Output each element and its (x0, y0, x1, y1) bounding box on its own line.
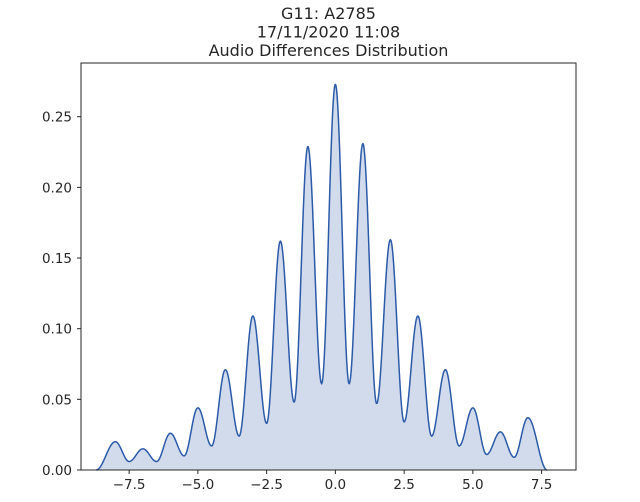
x-tick-label: 7.5 (531, 477, 552, 493)
y-tick-label: 0.05 (42, 392, 72, 408)
x-tick-label: 2.5 (393, 477, 414, 493)
x-tick-label: −5.0 (181, 477, 214, 493)
y-tick-label: 0.25 (42, 110, 72, 126)
y-tick-label: 0.15 (42, 251, 72, 267)
density-fill-area (96, 84, 548, 470)
x-tick-label: −2.5 (250, 477, 283, 493)
density-curve-line (96, 83, 548, 471)
title-line-1: G11: A2785 (281, 4, 376, 23)
y-tick-label: 0.00 (42, 463, 72, 479)
title-line-3: Audio Differences Distribution (209, 41, 449, 60)
x-tick-label: 5.0 (462, 477, 483, 493)
x-tick-label: −7.5 (113, 477, 146, 493)
y-axis: 0.00 0.05 0.10 0.15 0.20 0.25 (42, 110, 81, 479)
plot-area (80, 62, 577, 471)
y-tick-label: 0.10 (42, 322, 72, 338)
x-axis: −7.5 −5.0 −2.5 0.0 2.5 5.0 7.5 (113, 470, 552, 493)
title-line-2: 17/11/2020 11:08 (257, 23, 400, 42)
axes-frame (80, 62, 577, 471)
y-tick-label: 0.20 (42, 180, 72, 196)
x-tick-label: 0.0 (325, 477, 346, 493)
